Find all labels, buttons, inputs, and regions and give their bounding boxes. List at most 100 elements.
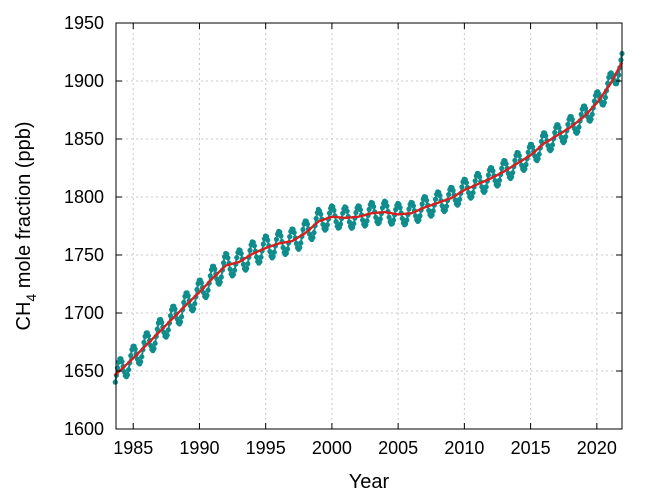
monthly-point: [522, 166, 528, 172]
monthly-point: [357, 207, 363, 213]
monthly-point: [284, 246, 291, 252]
monthly-point: [602, 94, 609, 101]
x-axis-title: Year: [349, 471, 390, 493]
monthly-point: [472, 178, 478, 184]
monthly-point: [124, 372, 131, 378]
monthly-point: [159, 319, 165, 325]
monthly-point: [384, 203, 390, 209]
monthly-point: [479, 184, 485, 190]
y-tick-label: 1950: [64, 13, 104, 33]
monthly-point: [323, 226, 329, 232]
ticks: [116, 22, 622, 430]
monthly-point: [273, 236, 280, 242]
monthly-point: [406, 206, 412, 212]
monthly-point: [538, 138, 545, 144]
series-monthly: [112, 50, 625, 385]
monthly-point: [164, 332, 170, 338]
monthly-point: [463, 180, 469, 186]
monthly-point: [165, 327, 171, 333]
x-tick-label: 2010: [444, 438, 484, 458]
monthly-point: [267, 248, 273, 255]
monthly-point: [457, 196, 463, 202]
y-axis-title-subscript: 4: [23, 294, 39, 302]
monthly-point: [459, 184, 465, 190]
monthly-point: [270, 253, 276, 260]
monthly-point: [477, 174, 483, 180]
monthly-point: [371, 204, 377, 210]
monthly-point: [283, 250, 289, 256]
monthly-point: [287, 234, 293, 240]
monthly-point: [121, 369, 127, 375]
y-tick-label: 1600: [64, 419, 104, 439]
monthly-point: [616, 72, 622, 78]
monthly-point: [151, 345, 157, 352]
monthly-point: [293, 240, 299, 247]
plot-frame: [115, 22, 623, 430]
monthly-point: [490, 168, 496, 174]
monthly-point: [181, 299, 187, 305]
monthly-point: [244, 265, 250, 272]
monthly-point: [363, 222, 369, 228]
monthly-point: [530, 144, 536, 150]
monthly-point: [154, 326, 160, 332]
monthly-point: [132, 346, 138, 352]
monthly-point: [304, 221, 310, 227]
monthly-point: [310, 234, 316, 241]
monthly-point: [240, 261, 246, 267]
monthly-point: [324, 222, 330, 228]
monthly-point: [191, 306, 197, 312]
y-tick-label: 1850: [64, 129, 104, 149]
monthly-point: [588, 116, 594, 122]
monthly-point: [397, 205, 403, 211]
monthly-point: [326, 210, 333, 216]
monthly-point: [446, 191, 452, 198]
monthly-point: [318, 211, 324, 217]
monthly-point: [291, 230, 297, 236]
monthly-point: [509, 174, 515, 180]
y-tick-label: 1900: [64, 71, 104, 91]
monthly-point: [549, 142, 556, 148]
monthly-point: [307, 231, 313, 237]
monthly-point: [583, 105, 589, 111]
monthly-point: [230, 272, 236, 278]
x-tick-label: 1995: [246, 438, 286, 458]
monthly-point: [298, 240, 304, 246]
monthly-point: [499, 165, 505, 171]
monthly-line: [114, 53, 623, 383]
monthly-point: [496, 177, 503, 183]
monthly-point: [591, 98, 598, 104]
monthly-point: [112, 379, 118, 385]
monthly-point: [179, 314, 185, 320]
monthly-point: [429, 212, 435, 218]
monthly-point: [576, 124, 582, 130]
monthly-point: [373, 214, 379, 220]
x-tick-label: 2005: [378, 438, 418, 458]
monthly-point: [495, 182, 501, 188]
monthly-point: [128, 353, 134, 359]
monthly-point: [379, 205, 386, 211]
trend-line: [113, 61, 624, 377]
monthly-point: [552, 129, 558, 136]
monthly-point: [417, 213, 423, 219]
monthly-point: [482, 188, 488, 194]
monthly-point: [469, 194, 475, 200]
monthly-point: [562, 138, 568, 144]
y-axis-title: CH4 mole fraction (ppb): [13, 122, 39, 331]
monthly-point: [589, 111, 595, 117]
monthly-point: [225, 255, 231, 261]
monthly-point: [212, 266, 218, 272]
x-tick-label: 2015: [511, 438, 551, 458]
monthly-point: [297, 245, 303, 251]
monthly-point: [393, 206, 399, 213]
monthly-point: [198, 280, 204, 286]
monthly-point: [167, 313, 174, 319]
monthly-point: [351, 221, 357, 227]
monthly-point: [399, 215, 405, 222]
monthly-point: [450, 187, 456, 194]
monthly-point: [426, 207, 432, 214]
grid: [116, 23, 622, 429]
y-axis-title-suffix: mole fraction (ppb): [13, 122, 35, 294]
monthly-point: [278, 233, 284, 239]
monthly-point: [234, 255, 240, 261]
monthly-point: [265, 237, 271, 243]
